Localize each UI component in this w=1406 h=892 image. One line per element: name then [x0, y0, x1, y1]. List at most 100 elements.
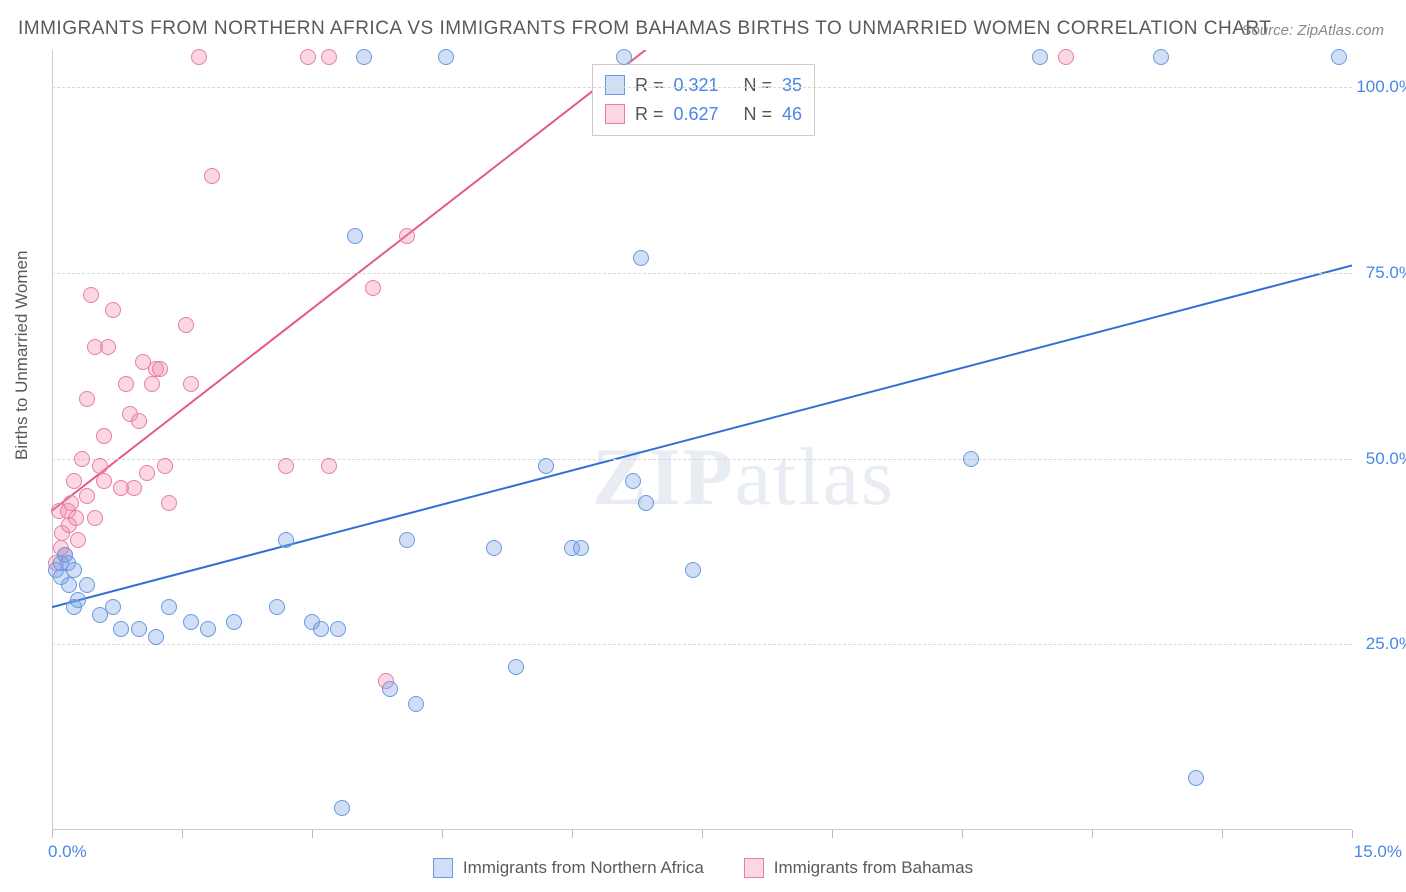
scatter-point — [79, 577, 95, 593]
scatter-point — [438, 49, 454, 65]
scatter-point — [347, 228, 363, 244]
scatter-point — [321, 458, 337, 474]
scatter-point — [126, 480, 142, 496]
x-tick — [182, 830, 183, 838]
scatter-point — [508, 659, 524, 675]
legend-label: Immigrants from Bahamas — [774, 858, 973, 878]
r-value: 0.627 — [674, 100, 734, 129]
scatter-point — [113, 621, 129, 637]
y-tick-label: 50.0% — [1366, 449, 1406, 469]
scatter-point — [183, 376, 199, 392]
scatter-point — [161, 599, 177, 615]
scatter-point — [83, 287, 99, 303]
gridline-h — [52, 273, 1352, 274]
scatter-point — [161, 495, 177, 511]
scatter-point — [178, 317, 194, 333]
scatter-point — [334, 800, 350, 816]
scatter-point — [538, 458, 554, 474]
scatter-point — [139, 465, 155, 481]
scatter-point — [573, 540, 589, 556]
x-tick — [1222, 830, 1223, 838]
scatter-point — [92, 458, 108, 474]
scatter-point — [399, 532, 415, 548]
scatter-point — [1058, 49, 1074, 65]
legend-swatch — [605, 104, 625, 124]
legend-item-northern-africa: Immigrants from Northern Africa — [433, 858, 704, 878]
scatter-point — [204, 168, 220, 184]
r-value: 0.321 — [674, 71, 734, 100]
scatter-point — [96, 473, 112, 489]
trend-lines — [52, 50, 1352, 830]
scatter-point — [321, 49, 337, 65]
gridline-h — [52, 644, 1352, 645]
scatter-point — [638, 495, 654, 511]
plot-area: ZIPatlas R =0.321N =35R =0.627N =46 25.0… — [52, 50, 1352, 830]
scatter-point — [131, 621, 147, 637]
scatter-point — [1153, 49, 1169, 65]
scatter-point — [269, 599, 285, 615]
legend-swatch-blue — [433, 858, 453, 878]
x-tick — [1352, 830, 1353, 838]
scatter-point — [616, 49, 632, 65]
scatter-point — [61, 577, 77, 593]
x-tick — [442, 830, 443, 838]
scatter-point — [66, 562, 82, 578]
scatter-point — [685, 562, 701, 578]
scatter-point — [1032, 49, 1048, 65]
scatter-point — [118, 376, 134, 392]
scatter-point — [1188, 770, 1204, 786]
scatter-point — [148, 629, 164, 645]
scatter-point — [625, 473, 641, 489]
scatter-point — [157, 458, 173, 474]
scatter-point — [191, 49, 207, 65]
scatter-point — [300, 49, 316, 65]
scatter-point — [200, 621, 216, 637]
scatter-point — [87, 510, 103, 526]
n-value: 35 — [782, 71, 802, 100]
series-legend: Immigrants from Northern Africa Immigran… — [0, 858, 1406, 878]
scatter-point — [70, 532, 86, 548]
legend-swatch — [605, 75, 625, 95]
legend-item-bahamas: Immigrants from Bahamas — [744, 858, 973, 878]
scatter-point — [79, 391, 95, 407]
scatter-point — [226, 614, 242, 630]
chart-title: IMMIGRANTS FROM NORTHERN AFRICA VS IMMIG… — [18, 18, 1271, 40]
scatter-point — [144, 376, 160, 392]
stats-legend-row: R = 0.321 N = 35 — [605, 71, 802, 100]
scatter-point — [382, 681, 398, 697]
stats-legend-row: R =0.627N =46 — [605, 100, 802, 129]
y-axis-line — [52, 50, 53, 830]
scatter-point — [408, 696, 424, 712]
trend-line — [52, 265, 1352, 607]
x-tick — [832, 830, 833, 838]
scatter-point — [963, 451, 979, 467]
x-tick — [962, 830, 963, 838]
scatter-point — [356, 49, 372, 65]
legend-label: Immigrants from Northern Africa — [463, 858, 704, 878]
gridline-h — [52, 87, 1352, 88]
scatter-point — [63, 495, 79, 511]
scatter-point — [79, 488, 95, 504]
y-tick-label: 75.0% — [1366, 263, 1406, 283]
x-tick — [702, 830, 703, 838]
scatter-point — [278, 458, 294, 474]
y-tick-label: 25.0% — [1366, 634, 1406, 654]
scatter-point — [74, 451, 90, 467]
scatter-point — [330, 621, 346, 637]
r-label: R = — [635, 100, 664, 129]
gridline-h — [52, 459, 1352, 460]
x-tick — [312, 830, 313, 838]
scatter-point — [152, 361, 168, 377]
stats-legend: R = 0.321 N = 35R = 0.627 N = 46 — [592, 64, 815, 136]
scatter-point — [70, 592, 86, 608]
r-label: R = — [635, 71, 664, 100]
scatter-point — [399, 228, 415, 244]
scatter-point — [633, 250, 649, 266]
scatter-point — [313, 621, 329, 637]
scatter-point — [100, 339, 116, 355]
scatter-point — [96, 428, 112, 444]
n-label: N = — [744, 71, 773, 100]
x-tick — [52, 830, 53, 838]
n-value: 46 — [782, 100, 802, 129]
y-tick-label: 100.0% — [1356, 77, 1406, 97]
